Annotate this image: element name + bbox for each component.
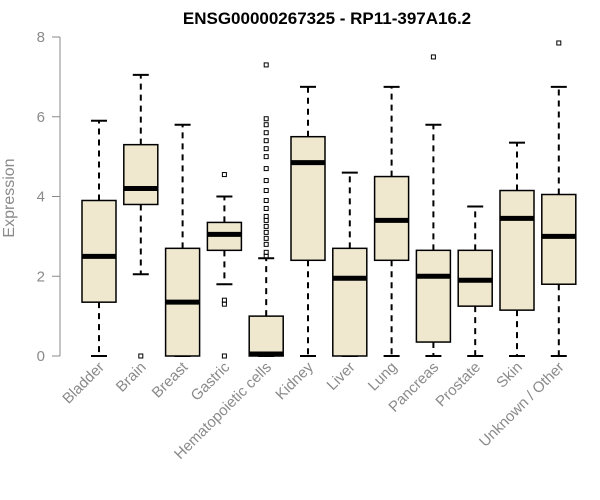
outlier-point xyxy=(263,217,269,223)
y-tick-label: 0 xyxy=(37,348,45,365)
x-tick-label: Kidney xyxy=(272,358,317,403)
box-iqr xyxy=(541,193,577,285)
outlier-point xyxy=(263,130,269,136)
outlier-point xyxy=(263,178,269,184)
y-tick-label: 8 xyxy=(37,29,45,46)
outlier-point xyxy=(263,253,269,259)
outlier-point xyxy=(263,188,269,194)
box-brain xyxy=(123,73,159,359)
outlier-point xyxy=(263,235,269,241)
box-iqr xyxy=(290,135,326,262)
box-iqr xyxy=(499,189,535,311)
y-tick-label: 6 xyxy=(37,109,45,126)
outlier-point xyxy=(263,146,269,152)
box-hematopoietic-cells xyxy=(248,62,284,357)
x-tick-label: Bladder xyxy=(59,359,108,408)
box-iqr xyxy=(123,143,159,206)
box-prostate xyxy=(457,205,493,357)
outlier-point xyxy=(263,62,269,68)
x-tick-label: Breast xyxy=(149,358,192,401)
outlier-point xyxy=(263,166,269,172)
box-pancreas xyxy=(415,54,452,357)
y-tick-label: 2 xyxy=(37,268,45,285)
x-tick-label: Prostate xyxy=(432,359,484,411)
y-tick-label: 4 xyxy=(37,189,45,206)
box-breast xyxy=(164,123,201,357)
box-bladder xyxy=(81,119,117,357)
x-tick-label: Liver xyxy=(324,359,359,394)
box-skin xyxy=(499,141,535,357)
outlier-point xyxy=(221,301,227,307)
box-iqr xyxy=(248,315,284,357)
outlier-point xyxy=(263,229,269,235)
x-tick-label: Brain xyxy=(113,359,150,396)
outlier-point xyxy=(221,353,227,359)
y-axis: 0 2 4 6 8 xyxy=(37,29,61,365)
box-iqr xyxy=(81,199,117,303)
outlier-point xyxy=(138,353,144,359)
box-kidney xyxy=(290,85,326,357)
outlier-point xyxy=(263,122,269,128)
boxes xyxy=(81,40,577,359)
outlier-point xyxy=(263,223,269,229)
box-iqr xyxy=(415,249,452,343)
outlier-point xyxy=(430,54,436,60)
chart-title: ENSG00000267325 - RP11-397A16.2 xyxy=(183,9,471,28)
outlier-point xyxy=(556,40,562,46)
outlier-point xyxy=(263,205,269,211)
box-iqr xyxy=(332,247,368,357)
outlier-point xyxy=(263,116,269,122)
outlier-point xyxy=(263,241,269,247)
outlier-point xyxy=(221,297,227,303)
outlier-point xyxy=(263,213,269,219)
box-gastric xyxy=(206,172,243,359)
outlier-point xyxy=(263,154,269,160)
box-liver xyxy=(332,171,368,357)
y-axis-label: Expression xyxy=(1,158,18,237)
box-lung xyxy=(373,85,410,357)
x-tick-label: Skin xyxy=(493,359,526,392)
outlier-point xyxy=(263,138,269,144)
outlier-point xyxy=(263,249,269,255)
outlier-point xyxy=(263,197,269,203)
x-tick-label: Lung xyxy=(365,359,401,395)
box-unknown-other xyxy=(541,40,577,357)
outlier-point xyxy=(221,172,227,178)
